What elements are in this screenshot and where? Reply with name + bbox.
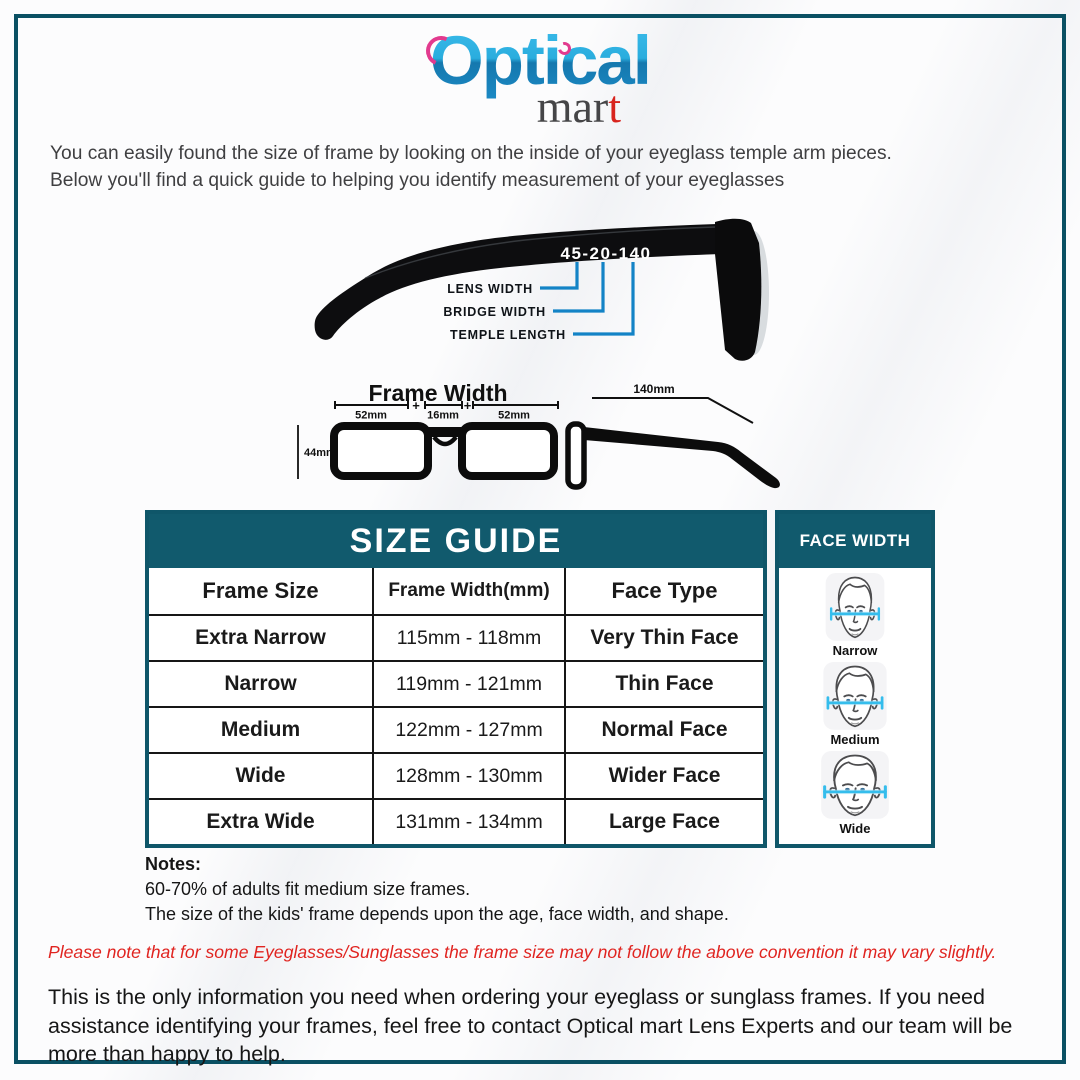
brand-logo: Optical mart: [415, 26, 665, 130]
side-temple-shape: [584, 427, 780, 489]
temple-length-label: TEMPLE LENGTH: [450, 328, 566, 342]
column-header-frame-size: Frame Size: [202, 578, 319, 603]
face-item-narrow: Narrow: [818, 573, 892, 662]
frame-width-diagram: Frame Width + + 52mm 16mm 52mm 44mm 140m…: [297, 380, 780, 490]
face-item-wide: Wide: [818, 751, 892, 840]
table-cell-face: Normal Face: [564, 706, 763, 752]
table-cell-width: 131mm - 134mm: [372, 798, 564, 844]
face-label-narrow: Narrow: [832, 643, 878, 658]
intro-text: You can easily found the size of frame b…: [50, 141, 980, 194]
face-label-medium: Medium: [830, 732, 880, 747]
logo-wordmark: Optical: [415, 26, 665, 95]
intro-line-2: Below you'll find a quick guide to helpi…: [50, 169, 785, 191]
bridge-width-label: BRIDGE WIDTH: [443, 305, 546, 319]
size-guide-title: SIZE GUIDE: [149, 514, 763, 568]
temple-length-callout-line: [573, 262, 635, 336]
left-lens: [330, 422, 432, 480]
table-cell-width: 128mm - 130mm: [372, 752, 564, 798]
lens-width-value-right: 52mm: [498, 410, 530, 422]
notes-line-2: The size of the kids' frame depends upon…: [145, 903, 729, 924]
logo-mart-text: mart: [415, 84, 665, 130]
size-guide-table: SIZE GUIDE Frame Size Frame Width(mm) Fa…: [145, 510, 767, 848]
frame-width-title: Frame Width: [368, 380, 507, 406]
table-cell-size: Wide: [149, 752, 372, 798]
size-guide-section: SIZE GUIDE Frame Size Frame Width(mm) Fa…: [145, 510, 935, 848]
table-cell-size: Extra Wide: [149, 798, 372, 844]
frame-front-shape: [715, 218, 762, 361]
bridge-arch: [432, 435, 458, 447]
temple-length-measure-line: [592, 397, 754, 424]
plus-sign-left: +: [412, 398, 420, 413]
table-cell-size: Extra Narrow: [149, 614, 372, 660]
glasses-front-view: [330, 422, 558, 480]
table-cell-size: Narrow: [149, 660, 372, 706]
temple-length-value: 140mm: [633, 382, 674, 396]
notes-line-1: 60-70% of adults fit medium size frames.: [145, 878, 471, 899]
logo-optical-text: Optical: [430, 22, 652, 99]
bridge-width-callout-line: [553, 262, 605, 313]
medium-face-icon: [823, 662, 887, 730]
bridge-width-value: 16mm: [427, 410, 459, 422]
temple-size-marking: 45-20-140: [560, 244, 651, 263]
table-cell-face: Thin Face: [564, 660, 763, 706]
column-header-frame-width: Frame Width(mm): [372, 568, 564, 614]
glasses-side-view: 140mm: [565, 382, 780, 490]
table-cell-width: 119mm - 121mm: [372, 660, 564, 706]
disclaimer-text: Please note that for some Eyeglasses/Sun…: [48, 942, 997, 962]
table-cell-face: Wider Face: [564, 752, 763, 798]
face-item-medium: Medium: [818, 662, 892, 751]
column-header-face-type: Face Type: [564, 568, 763, 614]
face-width-title: FACE WIDTH: [779, 514, 931, 568]
temple-arm-highlight: [364, 226, 716, 279]
bridge-shape: [428, 427, 462, 437]
table-cell-width: 115mm - 118mm: [372, 614, 564, 660]
face-width-items: Narrow Medium Wide: [779, 568, 931, 844]
temple-arm-diagram: 45-20-140 LENS WIDTH BRIDGE WIDTH TEMPLE…: [314, 218, 769, 361]
logo-mart-accent: t: [608, 81, 621, 132]
face-width-panel: FACE WIDTH Narrow Medium: [775, 510, 935, 848]
lens-width-callout-line: [540, 262, 579, 290]
notes-heading: Notes:: [145, 854, 202, 874]
wide-face-icon: [821, 751, 889, 819]
lens-width-label: LENS WIDTH: [447, 282, 533, 296]
logo-mart-prefix: mar: [536, 81, 609, 132]
table-cell-size: Medium: [149, 706, 372, 752]
temple-arm-shape: [314, 224, 721, 340]
narrow-face-icon: [825, 573, 885, 641]
side-rim: [565, 421, 587, 490]
table-cell-width: 122mm - 127mm: [372, 706, 564, 752]
plus-sign-right: +: [464, 398, 472, 413]
footer-text: This is the only information you need wh…: [48, 985, 1013, 1067]
table-cell-face: Very Thin Face: [564, 614, 763, 660]
face-label-wide: Wide: [839, 821, 871, 836]
lens-height-value: 44mm: [304, 447, 336, 459]
notes-section: Notes: 60-70% of adults fit medium size …: [145, 852, 729, 926]
table-cell-face: Large Face: [564, 798, 763, 844]
right-lens: [458, 422, 558, 480]
size-guide-grid: Frame Size Frame Width(mm) Face Type Ext…: [149, 568, 763, 844]
lens-width-value-left: 52mm: [355, 410, 387, 422]
frame-width-measure-line: [334, 401, 559, 409]
intro-line-1: You can easily found the size of frame b…: [50, 143, 892, 164]
